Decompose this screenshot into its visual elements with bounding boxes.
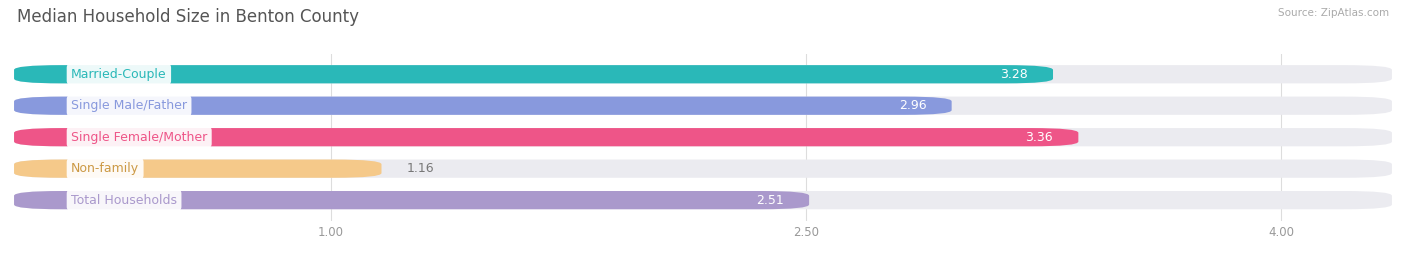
Text: Total Households: Total Households <box>72 194 177 207</box>
FancyBboxPatch shape <box>14 160 1392 178</box>
FancyBboxPatch shape <box>14 128 1392 146</box>
Text: Single Male/Father: Single Male/Father <box>72 99 187 112</box>
Text: Source: ZipAtlas.com: Source: ZipAtlas.com <box>1278 8 1389 18</box>
Text: Married-Couple: Married-Couple <box>72 68 167 81</box>
FancyBboxPatch shape <box>14 191 1392 209</box>
Text: 2.51: 2.51 <box>756 194 783 207</box>
Text: Non-family: Non-family <box>72 162 139 175</box>
Text: 1.16: 1.16 <box>406 162 434 175</box>
FancyBboxPatch shape <box>14 65 1053 83</box>
Text: Single Female/Mother: Single Female/Mother <box>72 131 207 144</box>
Text: 3.36: 3.36 <box>1025 131 1053 144</box>
FancyBboxPatch shape <box>14 97 1392 115</box>
FancyBboxPatch shape <box>14 128 1078 146</box>
Text: 2.96: 2.96 <box>898 99 927 112</box>
Text: Median Household Size in Benton County: Median Household Size in Benton County <box>17 8 359 26</box>
Text: 3.28: 3.28 <box>1000 68 1028 81</box>
FancyBboxPatch shape <box>14 97 952 115</box>
FancyBboxPatch shape <box>14 65 1392 83</box>
FancyBboxPatch shape <box>14 191 808 209</box>
FancyBboxPatch shape <box>14 160 381 178</box>
